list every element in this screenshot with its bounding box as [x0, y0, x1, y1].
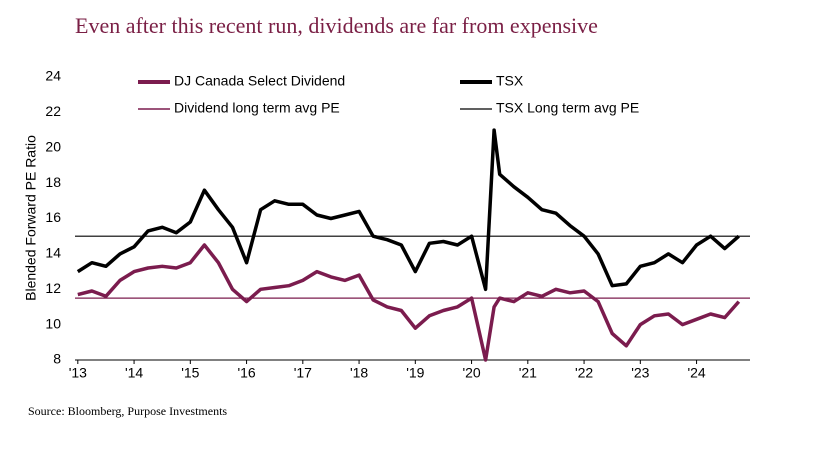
x-tick-label: '18 [350, 365, 368, 381]
chart-title: Even after this recent run, dividends ar… [75, 13, 598, 38]
x-tick-label: '24 [687, 365, 705, 381]
x-tick-label: '17 [294, 365, 312, 381]
y-axis-label: Blended Forward PE Ratio [23, 135, 39, 301]
legend-label: TSX [496, 73, 524, 89]
y-tick-label: 24 [45, 68, 61, 84]
series-line [77, 243, 741, 362]
x-tick-label: '16 [237, 365, 255, 381]
legend-label: DJ Canada Select Dividend [174, 73, 345, 89]
y-tick-label: 8 [53, 351, 61, 367]
legend-label: Dividend long term avg PE [174, 100, 340, 116]
x-tick-label: '15 [181, 365, 199, 381]
x-tick-label: '20 [462, 365, 480, 381]
y-tick-label: 10 [45, 315, 61, 331]
series-line [76, 128, 740, 292]
x-tick-label: '21 [519, 365, 537, 381]
x-tick-label: '19 [406, 365, 424, 381]
legend-label: TSX Long term avg PE [496, 100, 639, 116]
y-tick-label: 12 [45, 280, 61, 296]
x-tick-label: '14 [125, 365, 143, 381]
y-tick-label: 18 [45, 174, 61, 190]
y-tick-label: 14 [45, 245, 61, 261]
source: Source: Bloomberg, Purpose Investments [28, 404, 227, 418]
y-tick-label: 16 [45, 209, 61, 225]
x-tick-label: '13 [69, 365, 87, 381]
x-tick-label: '22 [575, 365, 593, 381]
y-tick-label: 20 [45, 138, 61, 154]
y-tick-label: 22 [45, 103, 61, 119]
x-tick-label: '23 [631, 365, 649, 381]
